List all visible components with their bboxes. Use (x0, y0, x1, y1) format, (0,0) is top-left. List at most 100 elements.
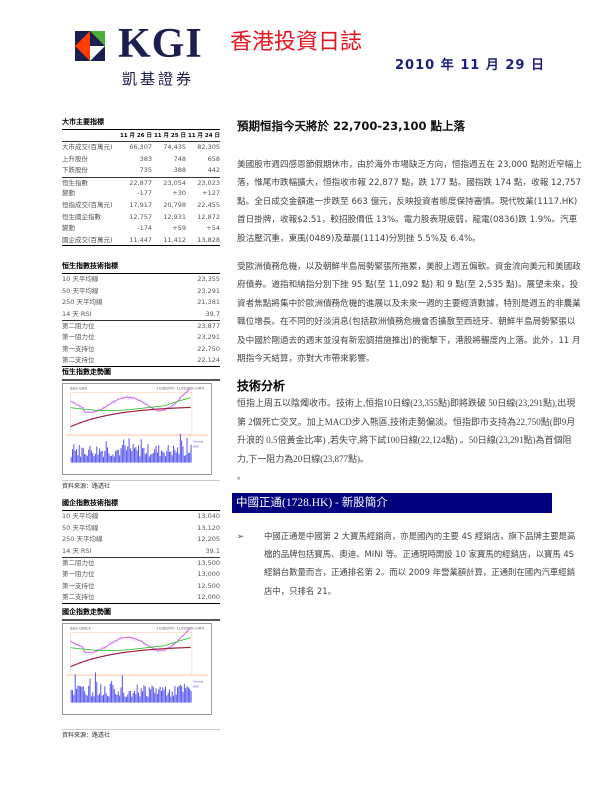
ipo-bullet-text: 中國正通是中國第 2 大寶馬經銷商，亦是國內的主要 4S 經銷店，旗下品牌主要是… (264, 530, 576, 596)
column-header: 11 月 26 日 (119, 133, 152, 139)
volume-bar (182, 446, 184, 463)
volume-bar (135, 694, 137, 703)
row-value: +54 (206, 224, 220, 233)
volume-bar (121, 444, 123, 463)
row-value: 20,798 (163, 200, 186, 209)
volume-bar (187, 687, 189, 703)
volume-bar (105, 693, 107, 703)
volume-bar (152, 452, 154, 463)
volume-bar (174, 449, 176, 463)
row-value: 66,307 (129, 143, 152, 151)
volume-bar (107, 447, 109, 463)
row-value: -177 (137, 189, 152, 198)
volume-bar (96, 446, 98, 463)
volume-bar (152, 686, 154, 703)
row-value: 23,291 (197, 332, 220, 341)
volume-bar (100, 683, 102, 703)
volume-bar (116, 449, 118, 463)
volume-bar (143, 447, 145, 463)
volume-bar (143, 685, 145, 703)
row-value: 23,291 (197, 286, 220, 295)
row-value: 13,000 (197, 569, 220, 578)
volume-bar (181, 686, 183, 703)
section-heading: 恒生指數技術指標 (62, 262, 220, 274)
volume-bar (183, 683, 185, 703)
volume-bar (111, 681, 113, 703)
volume-bar (185, 688, 187, 703)
volume-bar (116, 694, 118, 703)
volume-bar (85, 694, 87, 703)
row-value: 12,500 (197, 581, 220, 590)
row-value: 39.7 (205, 309, 220, 318)
volume-bar (167, 445, 169, 463)
volume-bar (150, 454, 152, 463)
section-heading: 國企指數技術指標 (62, 499, 220, 511)
row-value: 23,054 (163, 178, 186, 187)
volume-bar (70, 689, 72, 703)
table-row: 上升股份 383 748 658 (62, 154, 220, 166)
table-row: 變動 -177 +30 +127 (62, 188, 220, 200)
table-row: 恒指成交(百萬元) 17,917 20,798 22,455 (62, 200, 220, 212)
short-ma-line (70, 627, 191, 653)
table-row: 50 天平均線 23,291 (62, 286, 220, 298)
long-ma-line (70, 406, 191, 428)
row-label: 第一支持位 (62, 581, 95, 590)
row-value: 74,435 (163, 143, 186, 151)
volume-bar (98, 693, 100, 703)
chart-caption-left: Daily QHSI (70, 387, 88, 391)
volume-bar (113, 689, 115, 703)
volume-bar (128, 438, 130, 463)
table-row: 250 天平均線 21,381 (62, 297, 220, 309)
volume-bar (178, 453, 180, 463)
column-header: 11 月 24 日 (187, 133, 220, 139)
volume-bar (136, 450, 138, 463)
volume-bar (151, 453, 153, 463)
row-label: 上升股份 (62, 154, 88, 163)
volume-bar (171, 455, 173, 463)
volume-bar (170, 451, 172, 463)
row-value: 17,917 (129, 200, 152, 209)
table-row: 第一阻力位 23,291 (62, 332, 220, 344)
section-heading: 國企指數走勢圖 (62, 608, 220, 621)
volume-bar (104, 686, 106, 703)
volume-bar (154, 449, 156, 463)
chart-caption-right: 11/18/2009 - 11/29/2010 (GMT) (156, 387, 204, 391)
volume-bar (165, 686, 166, 703)
volume-bar (124, 445, 126, 463)
volume-bar (129, 448, 131, 463)
hscei-technical-table: 國企指數技術指標 10 天平均線 13,040 50 天平均線 13,120 250 天… (62, 499, 220, 604)
volume-bar (109, 683, 111, 703)
volume-bar (154, 692, 156, 703)
volume-bar (162, 451, 164, 463)
volume-bar (186, 437, 188, 463)
volume-bar (84, 691, 86, 703)
table-row: 第二支持位 12,000 (62, 592, 220, 604)
volume-bar (146, 452, 148, 463)
row-value: 11,412 (163, 235, 186, 244)
hscei-price-chart: Daily QHSCE 11/18/2009 - 11/29/2010 (GMT)… (62, 623, 212, 715)
volume-bar (104, 450, 106, 463)
volume-bar (72, 449, 73, 463)
article-paragraph: 受歐洲債務危機，以及朝鮮半島局勢緊張所拖累，美股上週五偏軟。資金流向美元和美國政… (237, 262, 581, 365)
volume-bar (123, 439, 125, 463)
volume-bar (86, 455, 88, 463)
row-label: 大市成交(百萬元) (62, 143, 113, 151)
row-value: -174 (137, 224, 152, 233)
row-value: 12,205 (197, 535, 220, 544)
row-label: 國企成交(百萬元) (62, 235, 113, 244)
volume-bar (147, 444, 149, 463)
row-label: 變動 (62, 189, 75, 198)
volume-bar (144, 686, 146, 703)
row-value: 13,120 (197, 523, 220, 532)
volume-bar (94, 672, 96, 703)
volume-bar (74, 674, 76, 703)
volume-unit: HKD (193, 684, 200, 688)
volume-bar (144, 454, 146, 463)
volume-bar (132, 444, 134, 463)
source-note: 資料來源：路透社 (62, 480, 220, 491)
volume-bar (82, 448, 84, 463)
volume-bar (127, 694, 129, 703)
volume-bar (105, 441, 107, 463)
volume-bar (182, 691, 184, 703)
column-headers: 11 月 26 日 11 月 25 日 11 月 24 日 (62, 130, 220, 142)
